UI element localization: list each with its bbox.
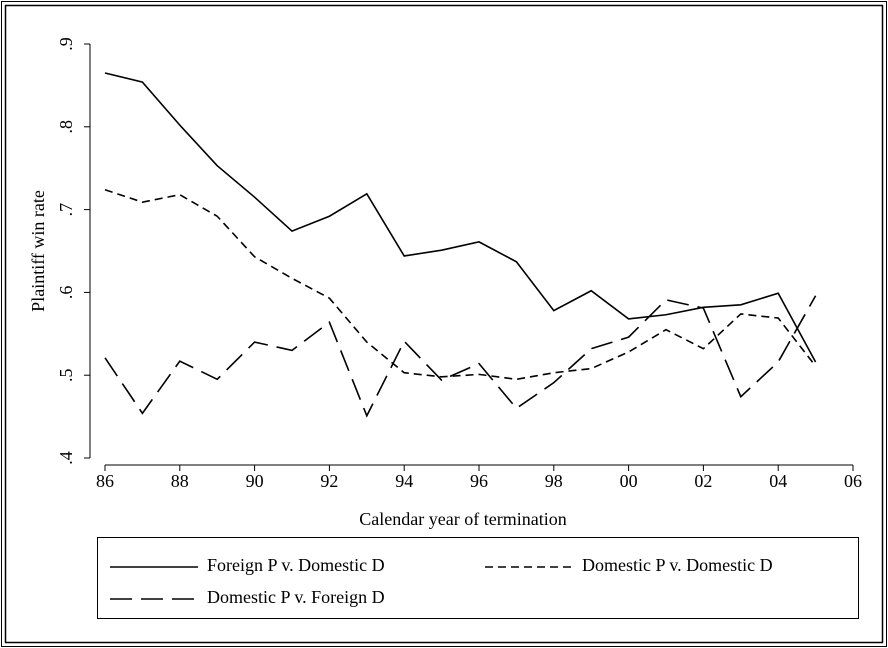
x-tick-label: 00 bbox=[620, 471, 638, 491]
x-tick-label: 04 bbox=[769, 471, 787, 491]
legend-box bbox=[97, 537, 859, 619]
inner-frame bbox=[4, 4, 884, 644]
x-tick-label: 02 bbox=[694, 471, 712, 491]
x-tick-label: 94 bbox=[395, 471, 413, 491]
series-line bbox=[104, 295, 817, 418]
x-tick-label: 88 bbox=[171, 471, 189, 491]
x-tick-label: 92 bbox=[320, 471, 338, 491]
y-tick-label: .8 bbox=[56, 120, 76, 134]
x-tick-label: 90 bbox=[246, 471, 264, 491]
y-axis-label: Plaintiff win rate bbox=[28, 190, 48, 312]
y-tick-label: .9 bbox=[56, 37, 76, 51]
x-tick-label: 98 bbox=[545, 471, 563, 491]
series-line bbox=[104, 188, 817, 381]
x-axis-label: Calendar year of termination bbox=[359, 509, 566, 529]
legend-label: Domestic P v. Domestic D bbox=[582, 555, 773, 575]
x-tick-label: 86 bbox=[96, 471, 114, 491]
y-tick-label: .4 bbox=[56, 451, 76, 465]
x-tick-label: 06 bbox=[844, 471, 862, 491]
series-line bbox=[104, 72, 817, 363]
x-tick-label: 96 bbox=[470, 471, 488, 491]
y-tick-label: .5 bbox=[56, 368, 76, 382]
y-tick-label: .7 bbox=[56, 203, 76, 217]
y-tick-label: .6 bbox=[56, 286, 76, 300]
legend-label: Domestic P v. Foreign D bbox=[207, 587, 385, 607]
legend-label: Foreign P v. Domestic D bbox=[207, 555, 385, 575]
